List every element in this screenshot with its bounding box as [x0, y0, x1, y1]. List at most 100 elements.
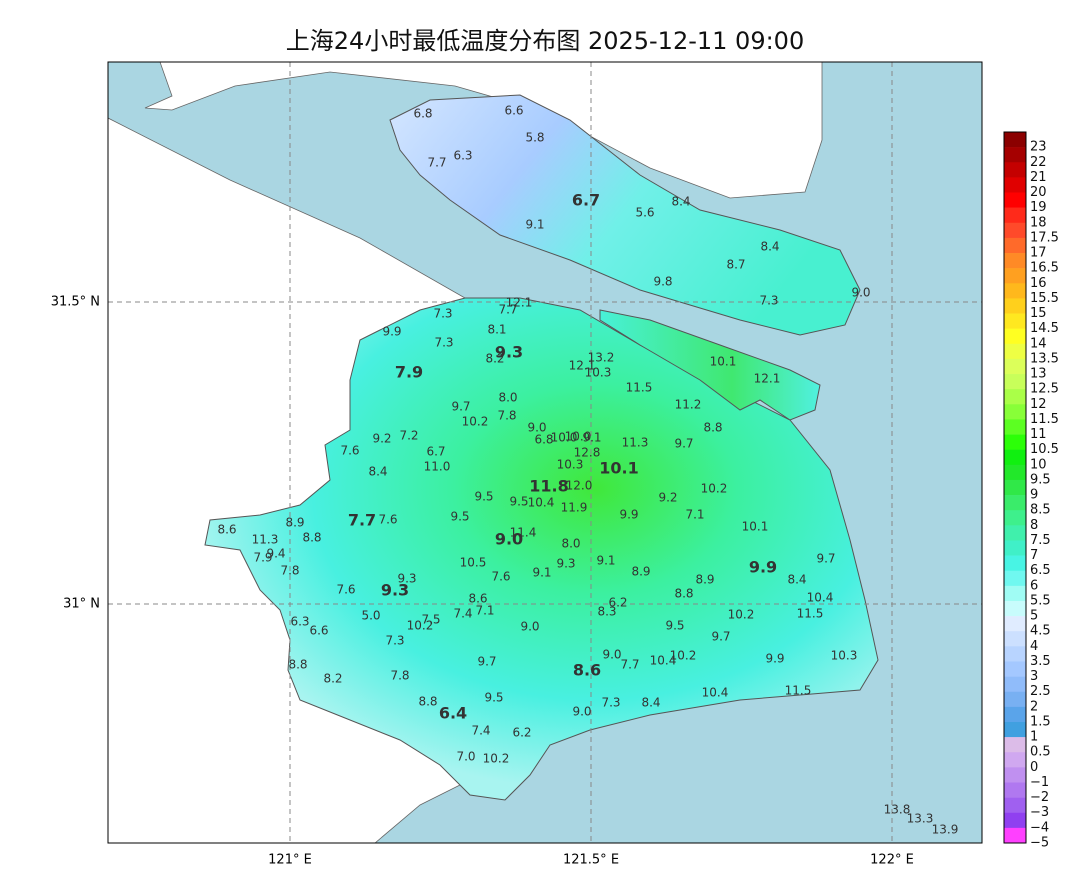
- colorbar-label: 2: [1030, 699, 1038, 714]
- station-value: 9.1: [582, 431, 601, 445]
- colorbar-cell: [1004, 706, 1026, 723]
- lon-label: 121° E: [268, 853, 312, 868]
- colorbar-label: 3.5: [1030, 654, 1051, 669]
- colorbar-cell: [1004, 313, 1026, 329]
- district-value: 9.0: [495, 530, 523, 549]
- station-value: 11.5: [626, 381, 653, 395]
- station-value: 10.0: [551, 431, 578, 445]
- station-value: 8.9: [631, 565, 650, 579]
- colorbar-cell: [1004, 812, 1026, 829]
- station-value: 11.5: [785, 684, 812, 698]
- station-value: 8.0: [498, 391, 517, 405]
- station-value: 9.5: [450, 510, 469, 524]
- colorbar-cell: [1004, 283, 1026, 299]
- station-value: 9.5: [665, 619, 684, 633]
- station-value: 7.4: [471, 724, 490, 738]
- station-value: 11.4: [510, 526, 537, 540]
- station-value: 8.4: [760, 240, 779, 254]
- station-value: 9.7: [816, 552, 835, 566]
- station-value: 8.0: [561, 537, 580, 551]
- station-value: 8.8: [674, 587, 693, 601]
- colorbar-cell: [1004, 207, 1026, 224]
- station-value: 9.1: [596, 554, 615, 568]
- station-value: 9.7: [674, 437, 693, 451]
- district-value: 7.9: [395, 363, 423, 382]
- station-value: 10.2: [701, 482, 728, 496]
- station-value: 8.2: [323, 672, 342, 686]
- station-value: 10.3: [831, 649, 858, 663]
- station-value: 13.8: [884, 803, 911, 817]
- station-value: 6.7: [426, 445, 445, 459]
- station-value: 6.6: [504, 104, 523, 118]
- station-value: 11.3: [252, 533, 279, 547]
- station-value: 8.9: [285, 516, 304, 530]
- colorbar-cell: [1004, 721, 1026, 738]
- colorbar-cell: [1004, 676, 1026, 693]
- colorbar-label: 14.5: [1030, 321, 1059, 336]
- colorbar-cell: [1004, 328, 1026, 345]
- station-value: 8.6: [468, 592, 487, 606]
- station-value: 8.8: [288, 658, 307, 672]
- colorbar-label: 7: [1030, 548, 1038, 563]
- station-value: 9.5: [509, 495, 528, 509]
- station-value: 9.9: [619, 508, 638, 522]
- station-value: 9.7: [711, 630, 730, 644]
- colorbar-label: 3: [1030, 669, 1038, 684]
- lon-label: 121.5° E: [563, 853, 619, 868]
- station-value: 11.0: [424, 460, 451, 474]
- station-value: 7.7: [620, 658, 639, 672]
- station-value: 12.1: [506, 296, 533, 310]
- station-value: 12.0: [566, 479, 593, 493]
- colorbar-label: 10.5: [1030, 442, 1059, 457]
- station-value: 10.4: [650, 654, 677, 668]
- colorbar-cell: [1004, 585, 1026, 602]
- station-value: 7.9: [253, 551, 272, 565]
- station-value: 10.4: [807, 591, 834, 605]
- colorbar-cell: [1004, 358, 1026, 375]
- station-value: 7.5: [421, 613, 440, 627]
- colorbar-label: −5: [1030, 836, 1049, 851]
- colorbar-label: 8.5: [1030, 503, 1051, 518]
- colorbar-label: −4: [1030, 820, 1049, 835]
- colorbar-label: 16: [1030, 276, 1047, 291]
- station-value: 7.8: [390, 669, 409, 683]
- colorbar-label: 15: [1030, 306, 1047, 321]
- station-value: 6.3: [290, 615, 309, 629]
- colorbar-label: 11.5: [1030, 412, 1059, 427]
- district-value: 9.3: [495, 343, 523, 362]
- colorbar-cell: [1004, 570, 1026, 587]
- colorbar-cell: [1004, 419, 1026, 435]
- colorbar-label: 20: [1030, 185, 1047, 200]
- station-value: 9.5: [474, 490, 493, 504]
- colorbar-cell: [1004, 268, 1026, 284]
- station-value: 10.2: [483, 752, 510, 766]
- colorbar-cell: [1004, 177, 1026, 193]
- station-value: 9.0: [572, 705, 591, 719]
- station-value: 8.1: [487, 323, 506, 337]
- colorbar-cell: [1004, 147, 1026, 163]
- station-value: 7.1: [685, 508, 704, 522]
- station-value: 8.2: [485, 352, 504, 366]
- station-value: 5.6: [635, 206, 654, 220]
- colorbar-cell: [1004, 434, 1026, 450]
- district-value: 9.9: [749, 558, 777, 577]
- colorbar-frame: [1003, 131, 1027, 844]
- station-value: 8.3: [597, 605, 616, 619]
- lat-label: 31.5° N: [51, 295, 100, 310]
- colorbar-label: 6.5: [1030, 563, 1051, 578]
- district-value: 9.3: [381, 581, 409, 600]
- colorbar-label: 5.5: [1030, 593, 1051, 608]
- lat-label: 31° N: [63, 597, 100, 612]
- station-value: 9.0: [602, 648, 621, 662]
- station-value: 8.8: [418, 695, 437, 709]
- station-value: 9.7: [451, 400, 470, 414]
- colorbar-label: 1.5: [1030, 714, 1051, 729]
- station-value: 9.3: [556, 557, 575, 571]
- colorbar-label: 6: [1030, 578, 1038, 593]
- colorbar-cell: [1004, 464, 1026, 481]
- colorbar-cell: [1004, 691, 1026, 708]
- station-value: 7.6: [340, 444, 359, 458]
- station-value: 6.8: [413, 107, 432, 121]
- colorbar-label: 17: [1030, 246, 1047, 261]
